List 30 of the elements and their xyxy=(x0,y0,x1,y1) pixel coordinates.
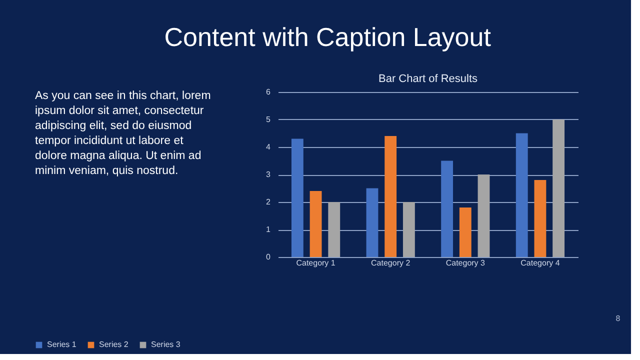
bar xyxy=(366,188,378,257)
legend-label: Series 2 xyxy=(99,340,129,349)
text: As you can see in this chart, lorem ipsum dolor sit amet, consectetur adipiscing elit, sed do eiusmod tempor incididunt ut labore et dolore magna aliqua. Ut enim ad minim veniam, quis nostrud. xyxy=(35,90,211,177)
x-tick-label: Category 1 xyxy=(296,258,336,268)
x-tick-label: Category 2 xyxy=(371,258,411,268)
bar xyxy=(459,208,472,257)
chart-subtitle: Bar Chart of Results xyxy=(378,73,478,85)
bar xyxy=(291,138,304,257)
x-tick-label: Category 4 xyxy=(520,258,560,268)
y-tick-label: 2 xyxy=(266,198,272,206)
legend-label: Series 1 xyxy=(47,340,77,349)
bar xyxy=(328,202,340,257)
bar xyxy=(441,160,454,257)
y-tick-label: 4 xyxy=(266,142,272,152)
y-tick-label: 6 xyxy=(266,88,272,96)
bar xyxy=(516,133,528,257)
legend-label: Series 3 xyxy=(151,340,181,349)
text: 8 xyxy=(616,314,621,323)
bar xyxy=(402,202,415,257)
x-tick-label: Category 3 xyxy=(446,258,486,268)
y-tick-label: 0 xyxy=(266,252,272,262)
chart-title: Content with Caption Layout xyxy=(164,22,492,52)
bar xyxy=(534,180,546,257)
y-tick-label: 1 xyxy=(266,225,272,234)
bar xyxy=(552,120,565,257)
bar xyxy=(478,174,490,257)
y-tick-label: 5 xyxy=(266,115,272,124)
bar xyxy=(310,191,322,257)
y-tick-label: 3 xyxy=(266,170,272,179)
bar xyxy=(384,136,397,257)
